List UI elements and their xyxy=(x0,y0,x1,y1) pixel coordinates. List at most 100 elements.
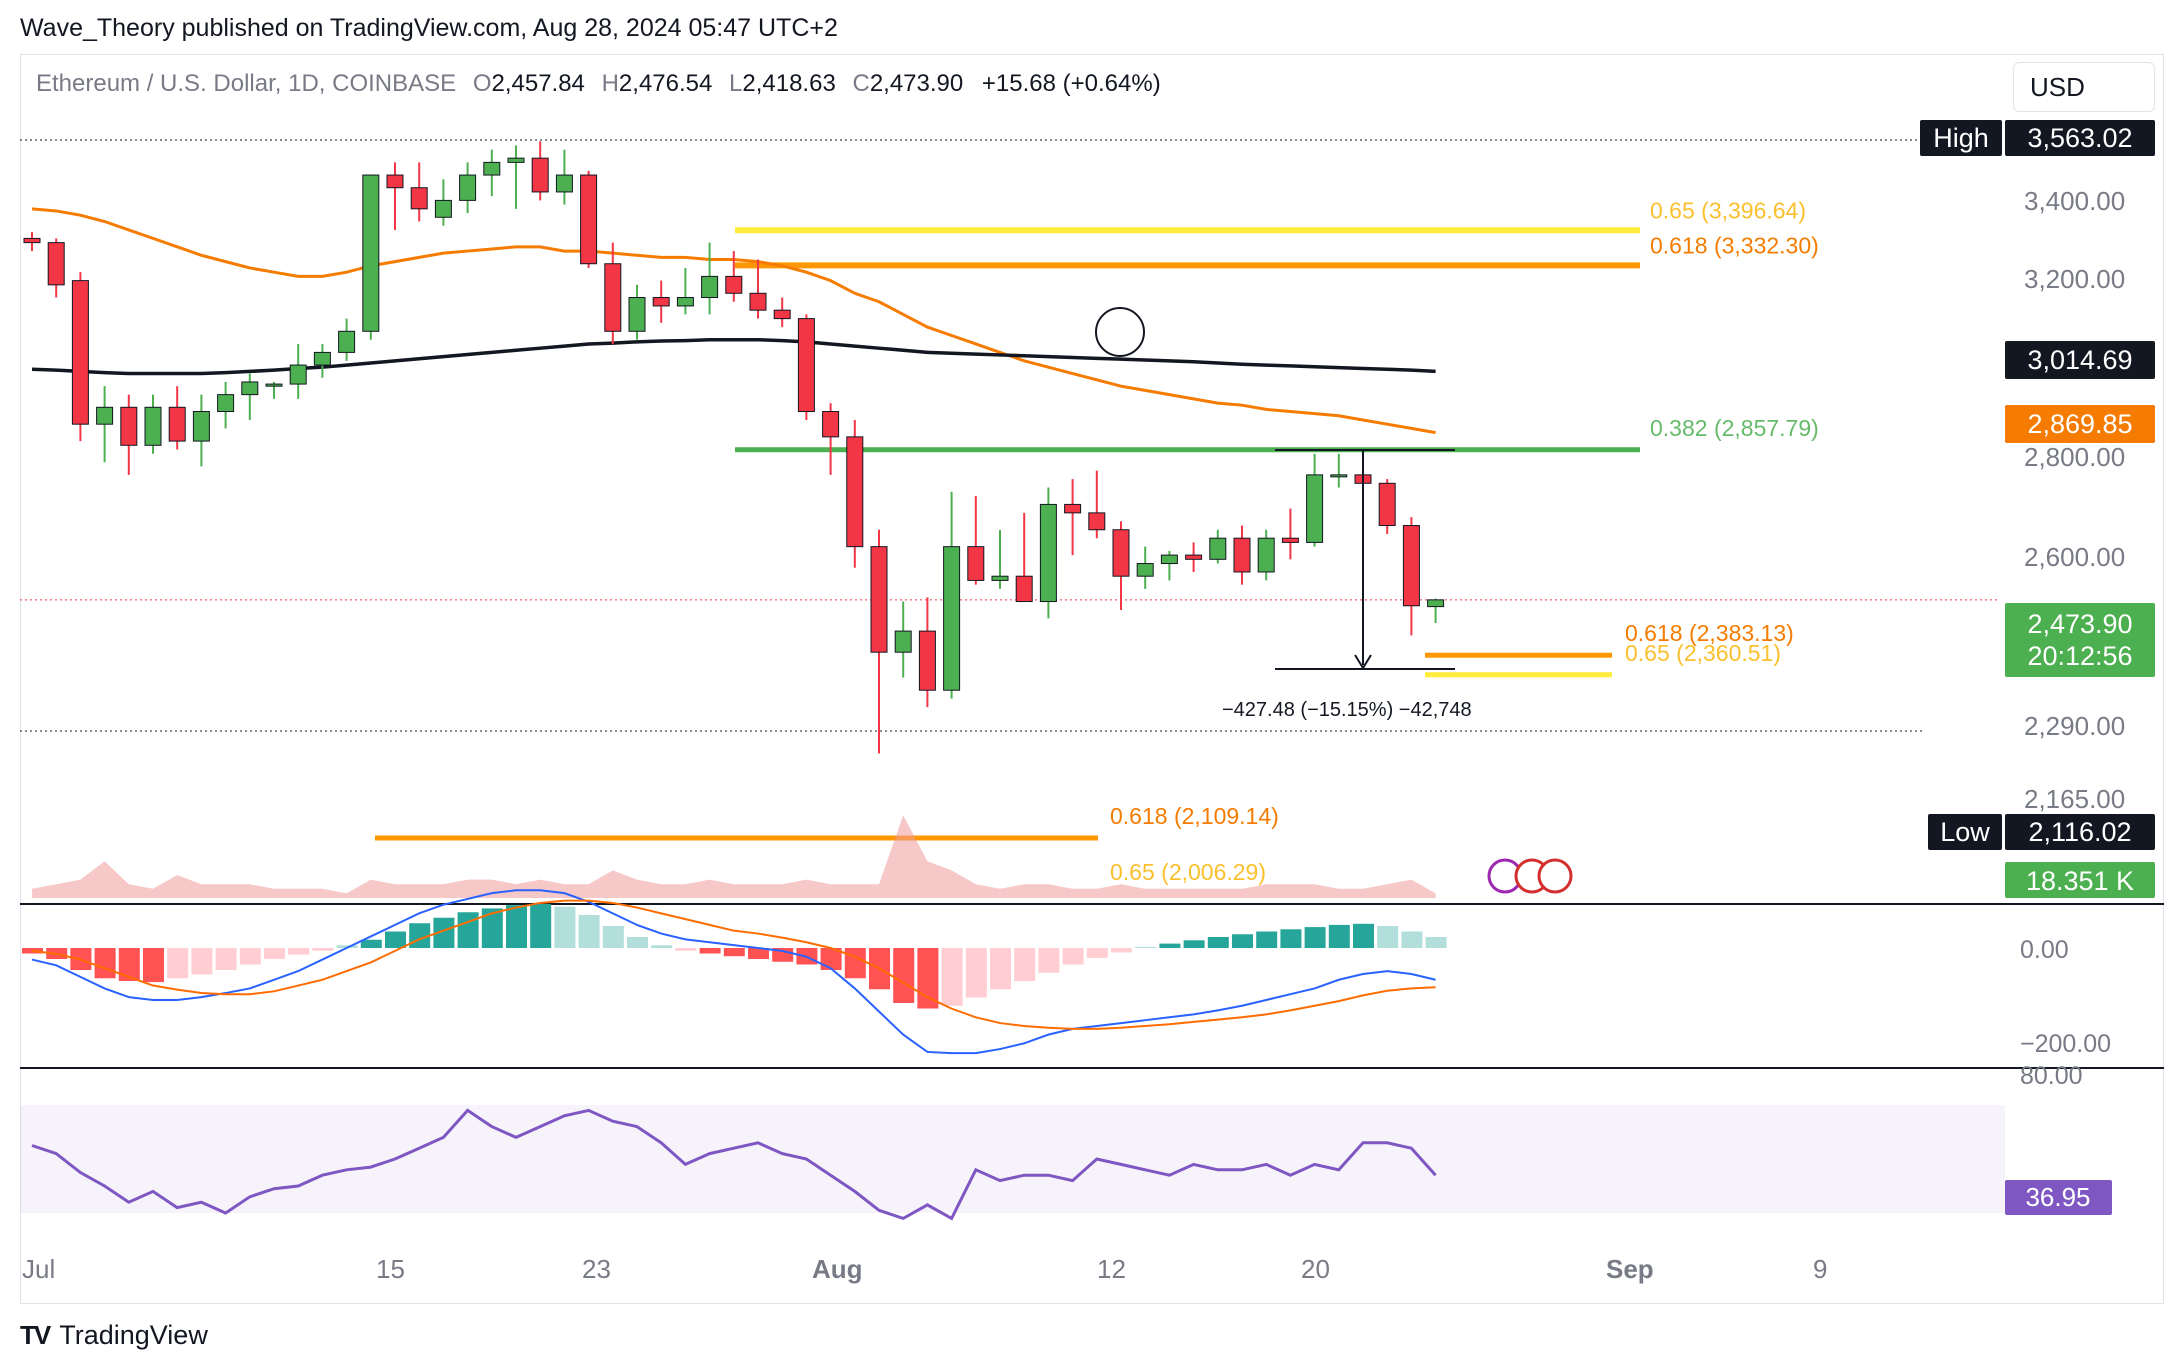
macd-hist-22 xyxy=(554,906,576,948)
macd-hist-34 xyxy=(844,948,866,979)
candle-body-6 xyxy=(168,406,186,442)
candle-body-23 xyxy=(580,174,598,265)
candle-body-35 xyxy=(870,546,888,653)
macd-line xyxy=(31,889,1436,1055)
high-value: 2,476.54 xyxy=(618,70,713,97)
candle-body-13 xyxy=(338,330,356,353)
macd-hist-58 xyxy=(1425,937,1447,948)
close-label: C xyxy=(852,70,870,97)
candle-body-30 xyxy=(749,292,767,311)
time-tick-1: 15 xyxy=(376,1254,405,1284)
rsi-band xyxy=(20,1105,2005,1213)
fib-label-0: 0.65 (3,396.64) xyxy=(1650,197,1806,223)
low-value: 2,418.63 xyxy=(742,70,836,97)
candle-body-2 xyxy=(71,280,89,425)
macd-hist-52 xyxy=(1280,929,1302,948)
high-price-badge xyxy=(2005,120,2155,156)
open-value: 2,457.84 xyxy=(491,70,585,97)
macd-hist-7 xyxy=(191,948,213,975)
footer-brand[interactable]: TradingView xyxy=(59,1320,208,1350)
macd-hist-8 xyxy=(215,948,237,970)
candle-body-26 xyxy=(652,297,670,307)
candle-body-47 xyxy=(1160,554,1178,565)
macd-hist-56 xyxy=(1377,926,1399,948)
candle-body-33 xyxy=(822,411,840,438)
symbol-name[interactable]: Ethereum / U.S. Dollar, 1D, COINBASE xyxy=(36,70,457,97)
time-tick-6: Sep xyxy=(1606,1254,1654,1284)
candle-body-41 xyxy=(1015,575,1033,603)
fib-label-6: 0.65 (2,006.29) xyxy=(1110,859,1266,885)
candle-body-53 xyxy=(1306,474,1324,543)
rsi-value-text: 36.95 xyxy=(2025,1182,2090,1212)
price-chart[interactable]: 0.65 (3,396.64) 0.618 (3,332.30) 0.382 (2,… xyxy=(0,0,2184,1320)
macd-hist-41 xyxy=(1014,948,1036,981)
macd-signal-line xyxy=(31,899,1436,1030)
candle-body-21 xyxy=(531,157,549,193)
macd-hist-39 xyxy=(965,948,987,998)
price-tick-5: 2,165.00 xyxy=(2024,784,2125,814)
macd-hist-13 xyxy=(336,945,358,948)
candle-body-19 xyxy=(483,161,501,176)
candle-body-9 xyxy=(241,381,259,396)
macd-hist-15 xyxy=(385,931,406,948)
volume-badge xyxy=(2005,862,2155,898)
macd-hist-47 xyxy=(1159,943,1181,948)
ma200-price-badge xyxy=(2005,341,2155,379)
candle-body-28 xyxy=(701,275,719,299)
fib-label-3: 0.618 (2,383.13) xyxy=(1625,620,1794,646)
ema50-price-badge xyxy=(2005,405,2155,443)
price-tick-3: 2,600.00 xyxy=(2024,542,2125,572)
price-tick-4: 2,290.00 xyxy=(2024,711,2125,741)
macd-hist-51 xyxy=(1256,931,1278,948)
time-tick-2: 23 xyxy=(582,1254,611,1284)
macd-hist-14 xyxy=(360,939,382,948)
macd-hist-18 xyxy=(457,912,479,948)
candle-body-27 xyxy=(676,297,694,307)
candle-body-38 xyxy=(943,546,961,691)
tradingview-logo-icon[interactable]: TV xyxy=(20,1320,51,1350)
macd-hist-46 xyxy=(1135,946,1157,948)
candle-body-39 xyxy=(967,546,985,581)
macd-hist-48 xyxy=(1183,940,1205,948)
macd-hist-20 xyxy=(506,905,527,948)
low-label: L xyxy=(729,70,743,97)
macd-hist-45 xyxy=(1111,948,1132,953)
candle-body-56 xyxy=(1378,482,1396,527)
candle-body-57 xyxy=(1402,525,1420,607)
candle-body-51 xyxy=(1257,537,1275,573)
fib-label-4: 0.65 (2,360.51) xyxy=(1625,640,1781,666)
macd-hist-3 xyxy=(94,948,116,979)
macd-hist-38 xyxy=(941,948,963,1006)
currency-button[interactable]: USD xyxy=(2013,62,2155,112)
chart-frame xyxy=(20,54,2164,1304)
candle-body-44 xyxy=(1088,512,1106,531)
candle-body-31 xyxy=(773,309,791,320)
macd-hist-11 xyxy=(288,948,310,955)
low-price-badge xyxy=(2005,814,2155,850)
macd-hist-49 xyxy=(1207,937,1229,948)
candle-body-15 xyxy=(386,174,404,189)
last-price-text: 2,473.90 xyxy=(2027,609,2132,639)
price-tick-2: 2,800.00 xyxy=(2024,442,2125,472)
rsi-tick-0: 80.00 xyxy=(2020,1062,2083,1090)
open-label: O xyxy=(472,70,492,97)
candle-body-40 xyxy=(991,575,1009,581)
candle-body-14 xyxy=(362,174,380,332)
low-tag-box xyxy=(1928,814,2002,850)
candle-body-43 xyxy=(1064,503,1082,514)
ma200-price-text: 3,014.69 xyxy=(2027,345,2132,375)
macd-hist-29 xyxy=(723,948,745,957)
candle-body-0 xyxy=(23,237,41,244)
candle-body-1 xyxy=(47,242,65,286)
crossover-circle xyxy=(1095,307,1145,357)
candle-body-16 xyxy=(410,187,428,210)
fib-label-1: 0.618 (3,332.30) xyxy=(1650,232,1819,258)
rsi-line xyxy=(31,1108,1437,1221)
high-tag-text: High xyxy=(1933,123,1989,153)
macd-hist-54 xyxy=(1328,924,1350,948)
measure-label: −427.48 (−15.15%) −42,748 xyxy=(1222,699,1472,721)
candle-body-48 xyxy=(1185,554,1203,560)
candle-body-3 xyxy=(96,406,114,425)
macd-hist-5 xyxy=(143,948,164,983)
macd-hist-55 xyxy=(1353,923,1374,948)
